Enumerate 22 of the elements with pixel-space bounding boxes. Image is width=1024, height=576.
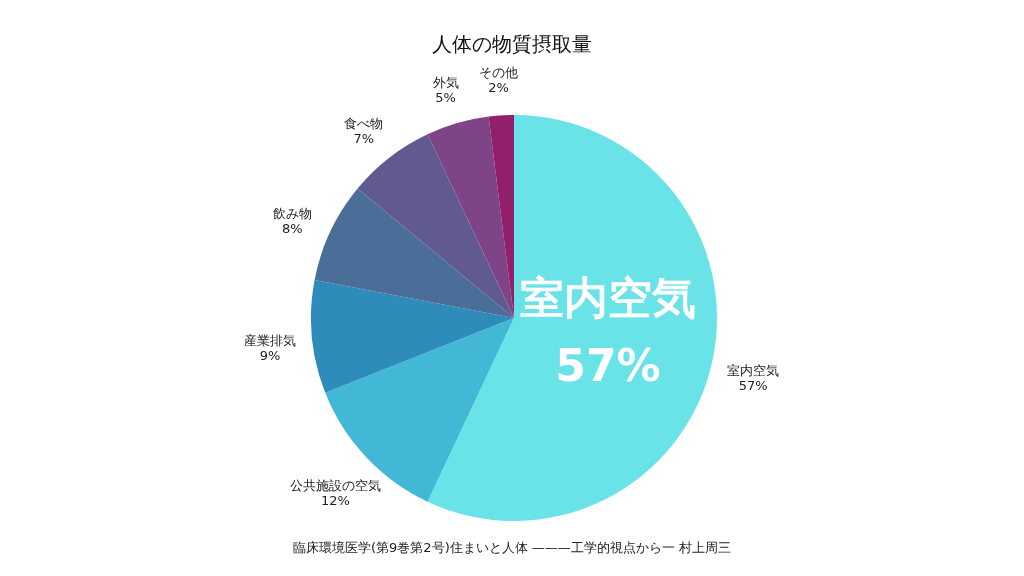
data-label: 9% [259, 348, 281, 364]
pie-slice [311, 279, 514, 393]
slice-label: 飲み物 [272, 205, 312, 221]
text: 室内空気 [520, 272, 696, 323]
pie-slice [314, 188, 514, 318]
pie-slice [427, 115, 717, 521]
text: 57% [555, 340, 661, 391]
slice-label: 産業排気 [244, 333, 297, 349]
slice-label: 食べ物 [344, 116, 384, 132]
chart-title: 人体の物質摂取量 [432, 32, 592, 56]
data-label: 2% [488, 80, 509, 96]
text: 臨床環境医学(第9巻第2号)住まいと人体 ———工学的視点から一 村上周三 [293, 540, 731, 555]
slice-label: 外気 [432, 74, 459, 90]
slice-label: 公共施設の空気 [289, 477, 381, 493]
data-label: 5% [435, 89, 456, 105]
data-label: 7% [353, 131, 375, 147]
slice-label: 室内空気 [727, 363, 780, 379]
pie-slice [427, 116, 514, 318]
data-label: 8% [282, 220, 303, 236]
data-label: 12% [320, 492, 350, 508]
slice-label: その他 [479, 65, 519, 81]
data-label: 57% [738, 378, 768, 394]
